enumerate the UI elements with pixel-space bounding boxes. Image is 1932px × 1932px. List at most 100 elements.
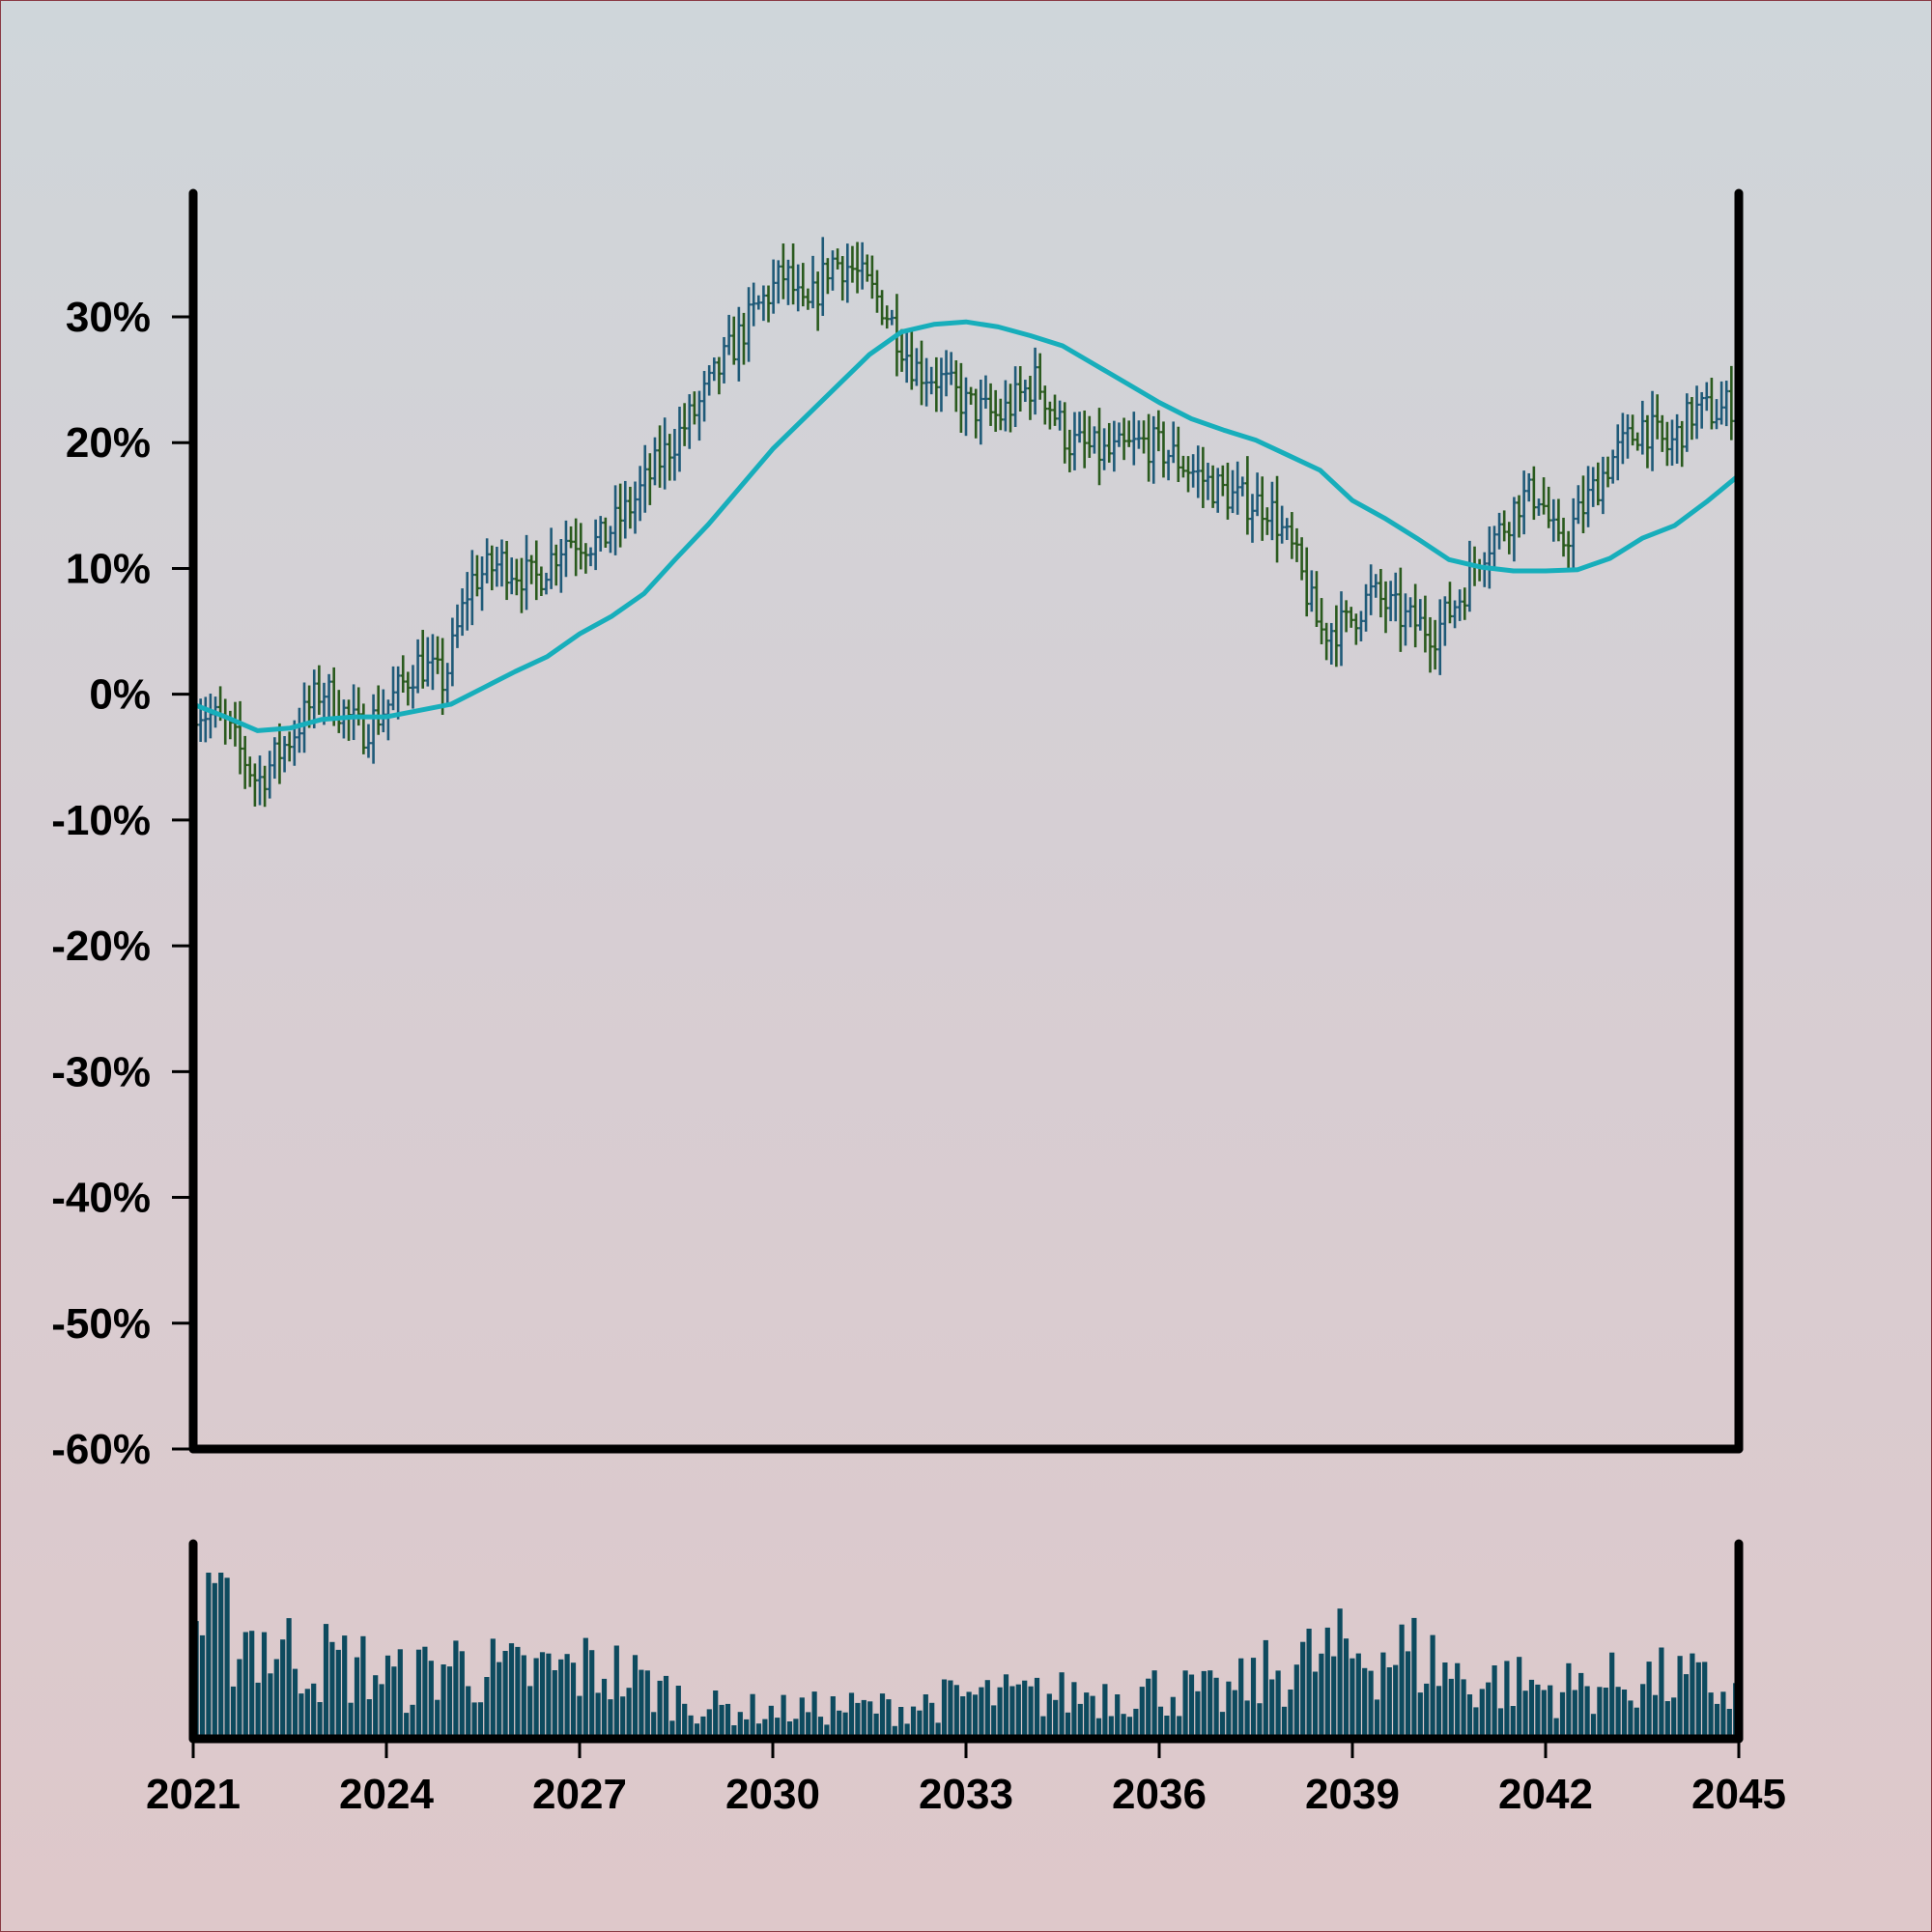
ohlc-bar — [736, 306, 742, 382]
ohlc-bar — [1244, 456, 1250, 535]
volume-bar — [1448, 1678, 1454, 1739]
volume-bar — [923, 1694, 928, 1739]
ohlc-bar — [716, 356, 722, 395]
ohlc-bar — [297, 707, 302, 753]
volume-bar — [608, 1699, 613, 1739]
ohlc-bar — [1057, 400, 1063, 431]
volume-bar — [1244, 1700, 1250, 1739]
volume-bar — [861, 1699, 867, 1739]
ohlc-bar — [825, 258, 831, 295]
ohlc-bar — [800, 263, 806, 307]
volume-bar — [682, 1703, 688, 1739]
ohlc-bar — [982, 375, 988, 410]
ohlc-bar — [884, 305, 890, 329]
volume-bar — [1411, 1617, 1417, 1739]
volume-bar — [713, 1690, 719, 1739]
volume-bar — [1553, 1718, 1559, 1739]
ohlc-bar — [835, 248, 840, 270]
volume-bar — [230, 1686, 237, 1739]
ohlc-bar — [1230, 469, 1236, 514]
ohlc-bar — [1171, 421, 1177, 464]
volume-bar — [1139, 1687, 1145, 1739]
volume-bar — [675, 1686, 681, 1739]
ohlc-bar — [1428, 616, 1434, 673]
volume-bar — [1590, 1714, 1597, 1739]
ohlc-bar — [1694, 385, 1700, 440]
ohlc-bar — [627, 486, 633, 529]
ohlc-bar — [1501, 510, 1507, 542]
volume-bar — [212, 1582, 217, 1739]
ohlc-bar — [696, 390, 702, 441]
ohlc-bar — [227, 710, 233, 740]
ohlc-bar — [953, 359, 959, 412]
ohlc-bar — [1338, 591, 1344, 667]
volume-bar — [1578, 1672, 1584, 1739]
y-tick-label: -20% — [51, 923, 151, 970]
volume-bar — [1003, 1674, 1009, 1739]
volume-bar — [1646, 1662, 1652, 1739]
ohlc-bar — [820, 237, 826, 316]
ohlc-bar — [1239, 476, 1245, 497]
ohlc-bar — [1235, 461, 1240, 515]
ohlc-bar — [1190, 454, 1196, 488]
volume-bar — [1566, 1662, 1572, 1739]
ohlc-bar — [633, 481, 639, 534]
volume-bar — [422, 1646, 428, 1739]
volume-bar — [446, 1666, 453, 1739]
volume-bar — [744, 1719, 750, 1739]
volume-bar — [1208, 1670, 1213, 1739]
volume-bar — [1288, 1690, 1293, 1739]
ohlc-bar — [1037, 353, 1043, 400]
volume-bar — [613, 1645, 619, 1739]
volume-bar — [1164, 1716, 1170, 1739]
volume-bar — [329, 1641, 335, 1739]
ohlc-bar — [701, 371, 707, 422]
ohlc-bar — [381, 689, 386, 733]
ohlc-bar — [1378, 568, 1383, 618]
volume-bar — [1479, 1689, 1485, 1739]
ohlc-bar — [267, 751, 272, 799]
volume-bar — [1319, 1653, 1324, 1739]
ohlc-bar — [612, 485, 618, 555]
volume-bar — [1133, 1708, 1139, 1739]
volume-bar — [1312, 1671, 1319, 1739]
volume-bar — [837, 1710, 842, 1739]
x-tick-label: 2036 — [1112, 1771, 1207, 1818]
ohlc-bar — [1052, 394, 1058, 426]
ohlc-bar — [1660, 414, 1665, 452]
volume-bar — [1466, 1694, 1473, 1739]
volume-bar — [415, 1649, 422, 1739]
volume-bar — [817, 1717, 824, 1739]
ohlc-bar — [771, 259, 777, 314]
volume-bar — [855, 1702, 861, 1739]
volume-bar — [1324, 1627, 1330, 1739]
volume-bar — [1603, 1688, 1608, 1739]
ohlc-bar — [1719, 381, 1724, 425]
ohlc-bar — [1585, 466, 1591, 527]
ohlc-bar — [722, 336, 727, 384]
volume-bar — [237, 1659, 242, 1739]
volume-bar — [706, 1709, 712, 1739]
volume-bar — [1659, 1647, 1664, 1739]
ohlc-bar — [1555, 498, 1561, 542]
volume-bar — [879, 1693, 886, 1739]
y-tick-label: -50% — [51, 1300, 151, 1348]
ohlc-bar — [563, 520, 569, 578]
ohlc-bar — [805, 288, 810, 310]
moving-average-line — [192, 319, 1741, 733]
ohlc-bar — [1314, 571, 1320, 627]
ohlc-bar — [1580, 475, 1586, 534]
volume-bar — [1541, 1690, 1547, 1739]
ohlc-bar — [766, 285, 772, 323]
ohlc-bar — [988, 383, 994, 426]
ohlc-bar — [1249, 494, 1255, 543]
ohlc-bar — [1066, 429, 1072, 472]
ohlc-bar — [238, 700, 243, 775]
ohlc-bar — [484, 538, 490, 583]
ohlc-bar — [1358, 611, 1364, 641]
ohlc-bar — [1634, 432, 1640, 451]
volume-bar — [1022, 1680, 1028, 1739]
volume-bar — [694, 1723, 700, 1739]
volume-bar — [935, 1722, 941, 1739]
volume-bar — [873, 1713, 879, 1739]
